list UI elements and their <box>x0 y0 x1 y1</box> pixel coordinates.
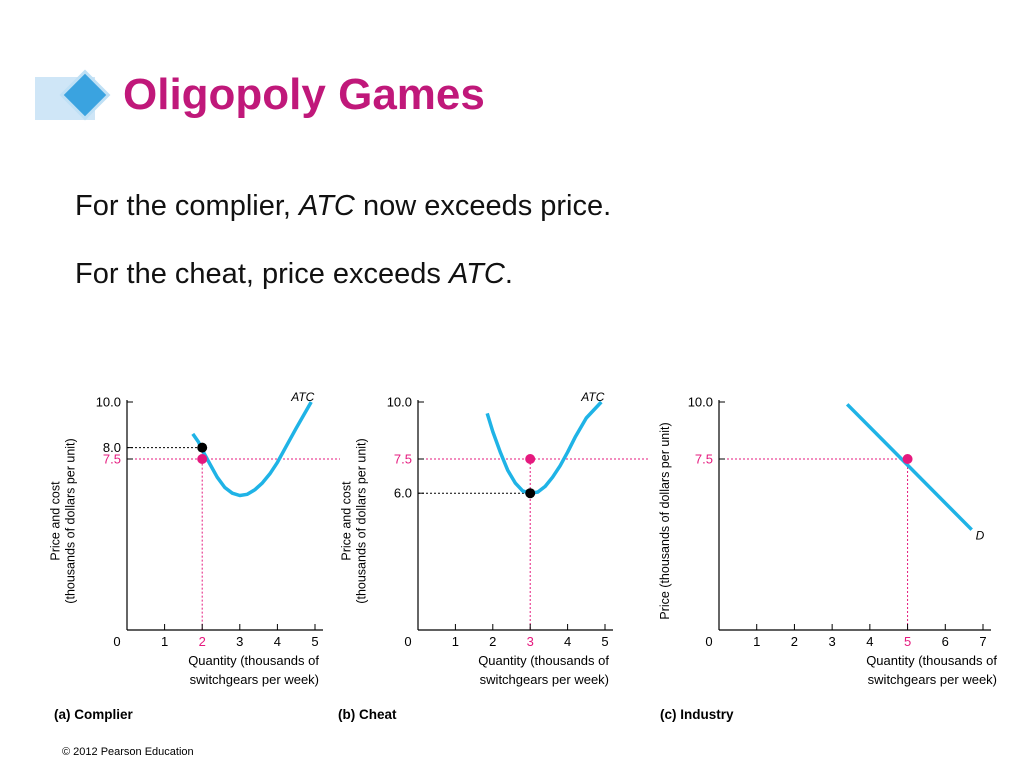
x-axis-label: Quantity (thousands of <box>188 653 319 668</box>
x-axis-label: Quantity (thousands of <box>866 653 997 668</box>
x-tick-label: 4 <box>564 634 571 649</box>
data-point <box>197 454 208 464</box>
x-tick-label: 4 <box>866 634 873 649</box>
x-tick-label: 5 <box>311 634 318 649</box>
y-tick-label: 10.0 <box>96 395 121 410</box>
x-tick-label: 3 <box>527 634 534 649</box>
series-label: D <box>976 529 985 543</box>
slide-title: Oligopoly Games <box>123 70 485 119</box>
x-tick-label: 4 <box>274 634 281 649</box>
series-line-atc <box>191 401 313 498</box>
x-tick-label: 0 <box>404 634 411 649</box>
data-point <box>525 454 536 464</box>
y-tick-label: 6.0 <box>394 486 412 501</box>
y-tick-label: 7.5 <box>103 452 121 467</box>
x-tick-label: 0 <box>113 634 120 649</box>
panel-label: (c) Industry <box>660 707 734 722</box>
x-tick-label: 7 <box>979 634 986 649</box>
x-tick-label: 6 <box>942 634 949 649</box>
line2-em: ATC <box>448 258 505 290</box>
x-tick-label: 5 <box>601 634 608 649</box>
x-tick-label: 3 <box>236 634 243 649</box>
y-tick-label: 7.5 <box>394 452 412 467</box>
y-axis-label: Price (thousands of dollars per unit) <box>658 422 672 619</box>
chart-panel-2: 0 1 2 3 4 5 10.0 7.5 6.0 ATC Price and cost (thousa… <box>338 390 650 722</box>
series-line-d <box>845 403 973 531</box>
line1-pre: For the complier, <box>75 190 300 222</box>
y-tick-label: 7.5 <box>695 452 713 467</box>
x-axis-label: Quantity (thousands of <box>478 653 609 668</box>
y-tick-label: 8.0 <box>103 440 121 455</box>
line1-em: ATC <box>299 190 355 222</box>
footer-copyright: © 2012 Pearson Education <box>62 746 194 758</box>
x-tick-label: 1 <box>753 634 760 649</box>
x-tick-label: 3 <box>829 634 836 649</box>
x-axis-label: switchgears per week) <box>480 672 609 687</box>
x-tick-label: 2 <box>199 634 206 649</box>
data-point <box>902 454 913 464</box>
body-line-cheat: For the cheat, price exceeds ATC. <box>75 258 513 291</box>
y-axis-label: (thousands of dollars per unit) <box>64 438 78 603</box>
panel-label: (a) Complier <box>54 707 134 722</box>
chart-panel-3: 0 1 2 3 4 5 6 7 10.0 7.5 D Price (thousands of doll… <box>658 395 997 723</box>
chart-panel-1: 0 1 2 3 4 5 10.0 8.07.5 ATC Price and cost (thousa… <box>49 390 340 722</box>
line1-post: now exceeds price. <box>354 190 612 222</box>
y-axis-label: Price and cost <box>49 481 63 561</box>
line2-post: . <box>504 258 513 290</box>
x-tick-label: 1 <box>161 634 168 649</box>
data-point <box>197 442 208 453</box>
y-tick-label: 10.0 <box>387 395 412 410</box>
series-line-atc <box>485 400 603 495</box>
x-tick-label: 5 <box>904 634 911 649</box>
line2-pre: For the cheat, price exceeds <box>75 258 449 290</box>
x-tick-label: 2 <box>791 634 798 649</box>
data-point <box>525 488 536 499</box>
x-tick-label: 1 <box>452 634 459 649</box>
body-line-complier: For the complier, ATC now exceeds price. <box>75 190 611 223</box>
x-axis-label: switchgears per week) <box>190 672 319 687</box>
y-axis-label: (thousands of dollars per unit) <box>355 438 369 603</box>
x-axis-label: switchgears per week) <box>868 672 997 687</box>
series-label: ATC <box>290 390 314 404</box>
y-axis-label: Price and cost <box>340 481 354 561</box>
x-tick-label: 0 <box>705 634 712 649</box>
y-tick-label: 10.0 <box>688 395 713 410</box>
panel-label: (b) Cheat <box>338 707 397 722</box>
x-tick-label: 2 <box>489 634 496 649</box>
series-label: ATC <box>580 390 604 404</box>
